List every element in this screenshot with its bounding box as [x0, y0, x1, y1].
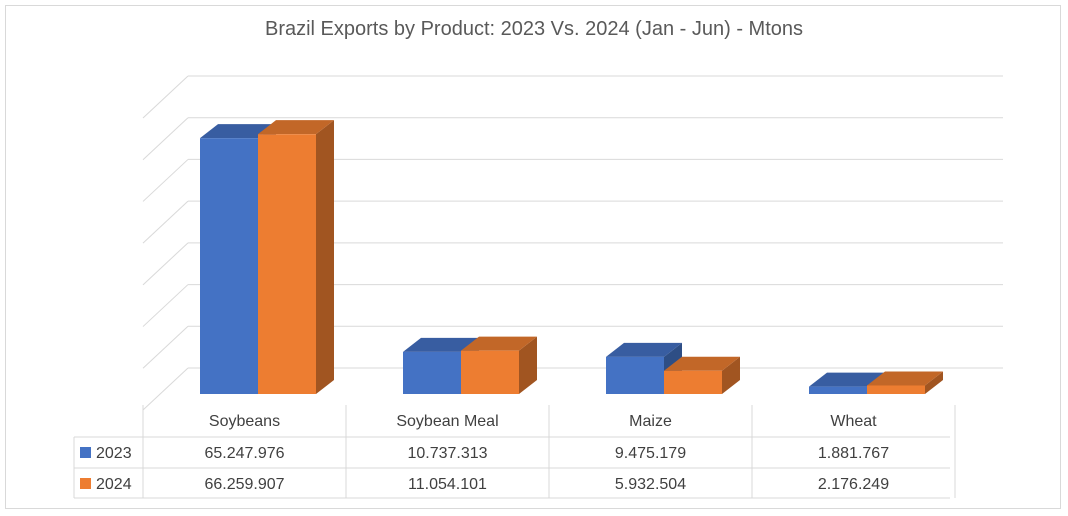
bar-top-2024-3 [867, 371, 943, 386]
bar-side-2024-2 [722, 356, 740, 394]
data-label: 9.475.179 [615, 445, 686, 462]
data-label: 1.881.767 [818, 445, 889, 462]
bar-top-2023-1 [403, 337, 479, 352]
chart-frame [5, 5, 1061, 509]
bar-top-2024-1 [461, 336, 537, 351]
gridline-depth [142, 117, 189, 161]
legend-swatch-2024 [80, 478, 91, 489]
bar-2023-2 [606, 356, 664, 394]
data-label: 66.259.907 [204, 476, 284, 493]
category-label: Soybean Meal [396, 413, 498, 430]
bar-side-2024-1 [519, 336, 537, 394]
bar-2023-0 [200, 138, 258, 394]
data-label: 10.737.313 [407, 445, 487, 462]
bars [200, 120, 943, 395]
data-table: Soybeans Soybean Meal Maize Wheat 2023 65.247… [73, 405, 956, 499]
bar-2024-1 [461, 350, 519, 394]
gridline-depth [142, 284, 189, 327]
legend-label-2023: 2023 [96, 445, 132, 462]
bar-top-2024-0 [258, 120, 334, 135]
bar-side-2024-3 [925, 371, 943, 394]
bar-2024-0 [258, 134, 316, 395]
chart-title: Brazil Exports by Product: 2023 Vs. 2024… [264, 18, 804, 40]
data-label: 65.247.976 [204, 445, 284, 462]
bar-top-2023-3 [809, 372, 885, 387]
gridline-depth [142, 325, 189, 369]
category-label: Wheat [830, 413, 877, 430]
legend-label-2024: 2024 [96, 476, 132, 493]
legend-swatch-2023 [80, 447, 91, 458]
data-label: 2.176.249 [818, 476, 889, 493]
bar-2023-1 [403, 351, 461, 394]
bar-top-2023-2 [606, 342, 682, 357]
gridline-depth [142, 75, 189, 119]
gridline-depth [142, 367, 189, 411]
bar-side-2024-0 [316, 120, 334, 395]
bar-top-2023-0 [200, 124, 276, 139]
gridline-depth [142, 242, 189, 286]
category-label: Soybeans [209, 413, 280, 430]
category-label: Maize [629, 413, 672, 430]
data-label: 5.932.504 [615, 476, 686, 493]
bar-2024-2 [664, 370, 722, 394]
gridline-depth [142, 159, 189, 202]
bar-2024-3 [867, 385, 925, 394]
bar-top-2024-2 [664, 356, 740, 371]
data-label: 11.054.101 [408, 476, 487, 493]
bar-2023-3 [809, 386, 867, 394]
gridline-depth [142, 200, 189, 244]
